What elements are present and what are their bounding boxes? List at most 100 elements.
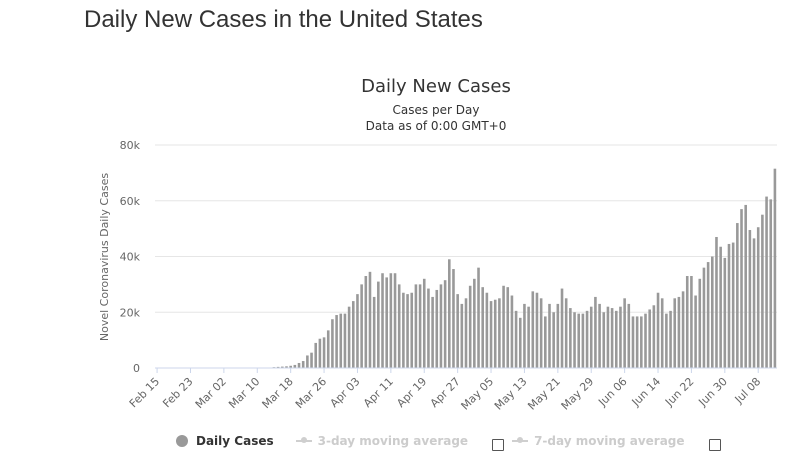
bar (564, 298, 568, 368)
bar (301, 361, 305, 368)
bar (748, 230, 752, 368)
bar (510, 295, 514, 368)
checkbox-3-day-average[interactable] (492, 439, 505, 451)
bar (531, 291, 535, 368)
bar (569, 308, 572, 368)
bar (402, 292, 405, 368)
bar (769, 199, 773, 368)
bar (656, 292, 660, 368)
chart-subtitle-line-1: Cases per Day (393, 103, 480, 117)
bar (448, 259, 451, 368)
bar (397, 284, 401, 369)
bar (581, 313, 585, 368)
bar (560, 288, 564, 368)
x-tick-label: Apr 19 (394, 375, 429, 410)
bar (556, 303, 560, 368)
bar (644, 313, 647, 368)
bar (293, 364, 297, 368)
x-tick-label: Jun 30 (696, 375, 730, 409)
bar (736, 223, 739, 368)
bar (364, 276, 368, 368)
bar (418, 284, 422, 369)
legend-label-3-day-average: 3-day moving average (317, 434, 469, 448)
bar (627, 303, 631, 368)
bar (544, 316, 547, 368)
bar (577, 313, 581, 368)
bar (740, 209, 743, 368)
bar (723, 257, 727, 368)
bar (614, 310, 618, 368)
x-tick-label: Mar 26 (293, 375, 329, 411)
x-tick-label: May 13 (492, 375, 530, 413)
y-tick-label: 20k (120, 306, 141, 319)
bar (535, 292, 539, 368)
bar (681, 291, 685, 368)
bar (485, 292, 489, 368)
bar (322, 337, 326, 368)
bar (548, 303, 551, 368)
bar (719, 246, 722, 368)
bar (731, 242, 735, 368)
bar (372, 296, 376, 368)
bar (368, 271, 372, 368)
bar (289, 365, 292, 368)
bar (443, 280, 447, 368)
bar (276, 366, 280, 368)
legend-item-daily-cases[interactable]: Daily Cases (176, 434, 274, 448)
page-title: Daily New Cases in the United States (84, 6, 483, 33)
bar (406, 294, 409, 368)
legend-label-daily-cases: Daily Cases (196, 434, 274, 448)
bar (314, 342, 318, 368)
bar (452, 269, 455, 368)
bar (506, 287, 510, 368)
bar (648, 309, 651, 368)
y-tick-label: 60k (120, 195, 141, 208)
bar (498, 298, 501, 368)
bar (761, 214, 764, 368)
bar (389, 273, 393, 368)
bar (347, 306, 351, 368)
bar (698, 278, 702, 368)
bar (677, 296, 681, 368)
bar (310, 352, 313, 368)
x-tick-label: Feb 15 (127, 375, 162, 410)
bar (335, 315, 338, 368)
x-tick-label: Mar 10 (226, 375, 262, 411)
bar (602, 312, 606, 368)
bar (356, 294, 359, 368)
bar (393, 273, 397, 368)
bar (473, 278, 476, 368)
x-tick-label: Jul 08 (732, 375, 764, 407)
legend-item-3-day-average[interactable]: 3-day moving average (295, 434, 469, 448)
bar (765, 196, 768, 368)
x-tick-label: Mar 02 (193, 375, 229, 411)
bar (715, 236, 718, 368)
daily-cases-chart: Daily New Cases Cases per Day Data as of… (98, 76, 777, 413)
checkbox-7-day-average[interactable] (708, 439, 721, 451)
bar (381, 273, 384, 368)
bar (652, 305, 656, 368)
bar (410, 292, 414, 368)
bar (422, 278, 426, 368)
x-tick-label: Jun 14 (629, 375, 663, 409)
bar (468, 285, 472, 368)
bar (594, 296, 597, 368)
bar (326, 330, 330, 368)
bar (502, 285, 505, 368)
x-tick-label: Jun 06 (595, 375, 629, 409)
y-axis-tick-labels: 0 20k 40k 60k 80k (120, 139, 141, 375)
bar (331, 319, 334, 368)
bar (685, 276, 689, 368)
bar (665, 313, 668, 368)
legend-item-7-day-average[interactable]: 7-day moving average (512, 434, 685, 448)
y-tick-label: 80k (120, 139, 141, 152)
bar (343, 313, 347, 368)
bar (377, 281, 380, 368)
bar (690, 276, 693, 368)
line-marker-icon (512, 437, 529, 443)
bar (489, 301, 493, 368)
chart-subtitle-line-2: Data as of 0:00 GMT+0 (366, 119, 507, 133)
bar (527, 306, 530, 368)
bar (477, 267, 480, 368)
bar (514, 310, 518, 368)
